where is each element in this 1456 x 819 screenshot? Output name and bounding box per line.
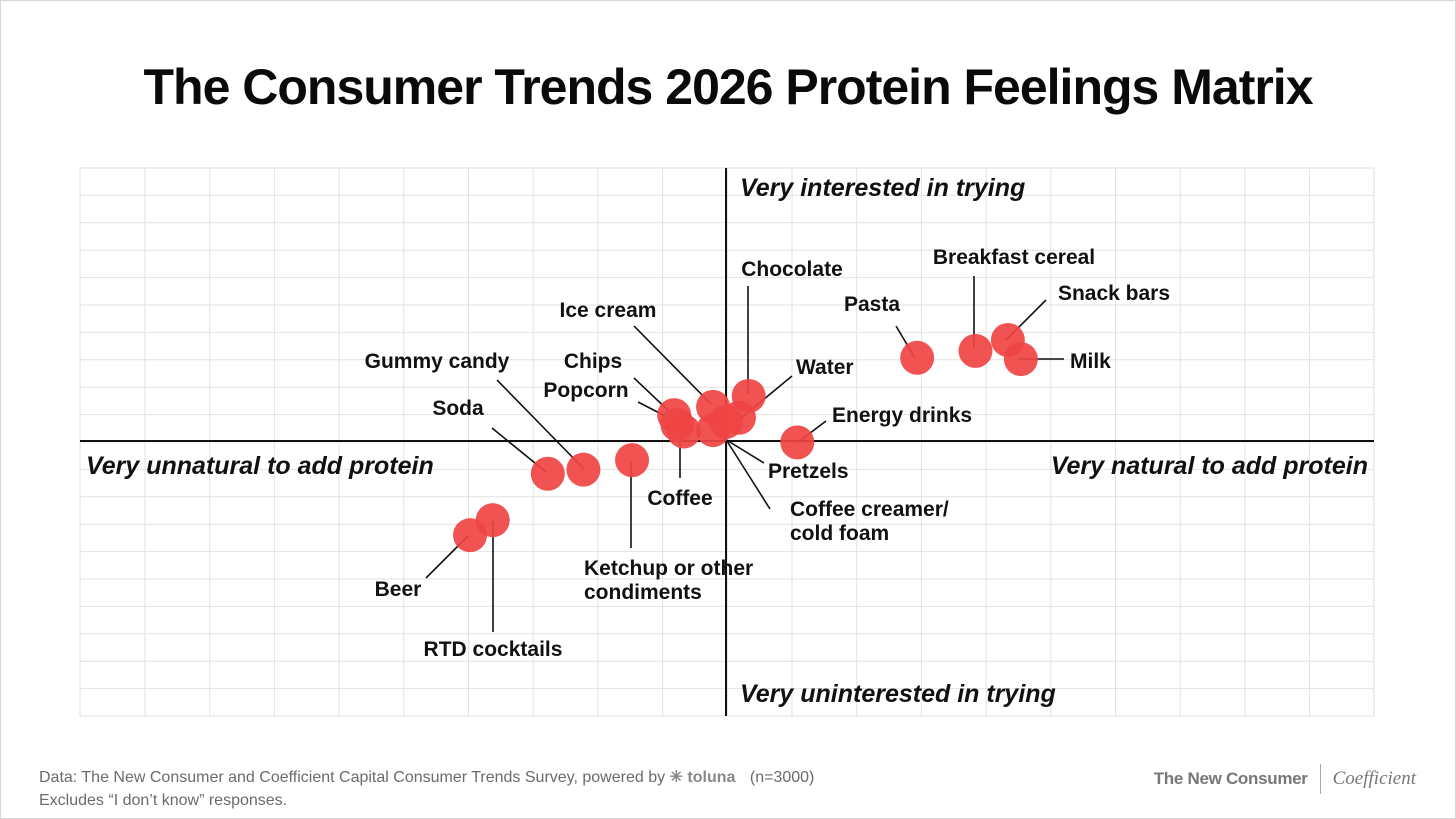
- data-points: [453, 322, 1038, 553]
- coefficient-logo: Coefficient: [1332, 768, 1416, 789]
- y-axis-negative-label: Very uninterested in trying: [740, 680, 1056, 708]
- axis-labels: Very interested in trying Very uninterest…: [86, 174, 1368, 708]
- footer: Data: The New Consumer and Coefficient C…: [39, 766, 814, 812]
- source-line: Data: The New Consumer and Coefficient C…: [39, 766, 814, 789]
- point-ketchup-or-other-condiments: [615, 443, 650, 478]
- point-rtd-cocktails: [475, 503, 510, 538]
- footnote: Excludes “I don’t know” responses.: [39, 792, 288, 809]
- label-chips: Chips: [564, 350, 622, 373]
- label-milk: Milk: [1070, 350, 1111, 373]
- label-snack-bars: Snack bars: [1058, 282, 1170, 305]
- label-pretzels: Pretzels: [768, 460, 849, 483]
- label-water: Water: [796, 356, 854, 379]
- leader-coffee-creamer-cold-foam: [719, 429, 771, 510]
- label-gummy-candy: Gummy candy: [365, 350, 510, 373]
- logos: The New Consumer Coefficient: [1154, 764, 1416, 794]
- label-rtd-cocktails: RTD cocktails: [424, 638, 563, 661]
- label-coffee-creamer-cold-foam: Coffee creamer/cold foam: [790, 498, 949, 545]
- source-text: Data: The New Consumer and Coefficient C…: [39, 769, 666, 786]
- point-labels: Breakfast cereal Snack bars Milk PastaChoco…: [365, 246, 1170, 661]
- leader-ice-cream: [633, 325, 712, 405]
- toluna-logo: ✳ toluna: [669, 769, 736, 786]
- the-new-consumer-logo: The New Consumer: [1153, 769, 1308, 788]
- sample-size: (n=3000): [749, 769, 815, 786]
- label-chocolate: Chocolate: [741, 258, 843, 281]
- logo-divider: [1319, 764, 1321, 794]
- point-gummy-candy: [566, 452, 601, 487]
- label-popcorn: Popcorn: [543, 379, 628, 402]
- label-energy-drinks: Energy drinks: [832, 404, 972, 427]
- label-ketchup-or-other-condiments: Ketchup or other condiments: [584, 557, 753, 604]
- label-ice-cream: Ice cream: [560, 299, 657, 322]
- label-breakfast-cereal: Breakfast cereal: [933, 246, 1095, 269]
- label-soda: Soda: [432, 397, 484, 420]
- point-energy-drinks: [780, 425, 815, 460]
- chart-title: The Consumer Trends 2026 Protein Feeling…: [143, 59, 1313, 115]
- label-coffee: Coffee: [647, 487, 712, 510]
- toluna-text: toluna: [687, 769, 736, 786]
- point-coffee-creamer-cold-foam: [709, 404, 743, 439]
- x-axis-negative-label: Very unnatural to add protein: [86, 452, 434, 480]
- y-axis-positive-label: Very interested in trying: [740, 174, 1025, 202]
- point-soda: [530, 456, 565, 491]
- point-pasta: [900, 340, 935, 375]
- leader-gummy-candy: [496, 379, 585, 470]
- x-axis-positive-label: Very natural to add protein: [1051, 452, 1368, 480]
- point-milk: [1003, 342, 1038, 377]
- point-breakfast-cereal: [958, 333, 993, 368]
- point-coffee: [666, 414, 701, 449]
- label-pasta: Pasta: [844, 293, 900, 316]
- label-beer: Beer: [375, 578, 422, 601]
